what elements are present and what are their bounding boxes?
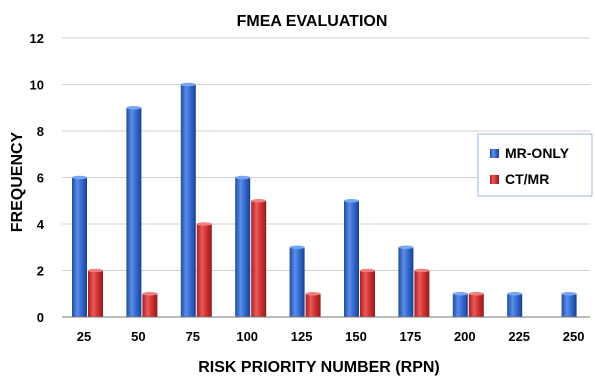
bar-mr-only-cap <box>126 105 142 110</box>
bar-mr-only <box>289 247 305 317</box>
bar-ct-mr-cap <box>468 291 484 296</box>
bar-mr-only-cap <box>561 291 577 296</box>
x-tick-label: 150 <box>345 329 367 344</box>
x-tick-label: 125 <box>291 329 313 344</box>
bar-mr-only <box>180 84 196 317</box>
bar-mr-only <box>561 293 577 317</box>
bar-ct-mr <box>305 293 321 317</box>
y-axis-label: FREQUENCY <box>9 131 26 232</box>
bar-ct-mr-cap <box>360 268 375 273</box>
bar-mr-only <box>344 200 359 317</box>
bar-mr-only-cap <box>398 245 414 250</box>
legend: MR-ONLY CT/MR <box>477 133 593 197</box>
bar-ct-mr-cap <box>88 268 103 273</box>
legend-swatch-ct-mr <box>490 175 499 184</box>
bar-ct-mr <box>251 200 267 317</box>
bar-mr-only <box>126 107 142 317</box>
x-tick-label: 250 <box>563 329 585 344</box>
x-tick-label: 100 <box>236 329 258 344</box>
bar-mr-only <box>452 293 468 317</box>
chart-title: FMEA EVALUATION <box>237 13 388 30</box>
y-tick-label: 0 <box>37 310 44 325</box>
y-tick-label: 2 <box>37 264 44 279</box>
bar-mr-only-cap <box>72 175 87 180</box>
bar-mr-only <box>235 177 251 317</box>
bar-mr-only-cap <box>344 198 359 203</box>
bar-ct-mr-cap <box>305 291 321 296</box>
y-tick-label: 12 <box>30 31 44 46</box>
bar-mr-only <box>507 293 523 317</box>
bar-mr-only <box>398 247 414 317</box>
bar-mr-only-cap <box>289 245 305 250</box>
y-tick-labels: 0 2 4 6 8 10 12 <box>30 31 45 325</box>
bar-mr-only-cap <box>180 82 196 87</box>
x-tick-label: 50 <box>131 329 145 344</box>
bar-ct-mr-cap <box>414 268 430 273</box>
gridlines <box>62 37 590 271</box>
bar-ct-mr-cap <box>142 291 158 296</box>
y-tick-label: 10 <box>30 78 44 93</box>
x-axis-label: RISK PRIORITY NUMBER (RPN) <box>198 359 440 376</box>
legend-label-ct-mr: CT/MR <box>505 171 549 187</box>
y-tick-label: 8 <box>37 124 44 139</box>
legend-swatch-mr-only <box>490 149 499 158</box>
legend-box <box>477 133 593 197</box>
x-tick-label: 200 <box>454 329 476 344</box>
x-tick-label: 25 <box>77 329 91 344</box>
bar-mr-only-cap <box>452 291 468 296</box>
x-tick-labels: 25 50 75 100 125 150 175 200 225 250 <box>77 329 585 344</box>
y-tick-label: 4 <box>37 217 45 232</box>
y-tick-label: 6 <box>37 171 44 186</box>
bar-mr-only-cap <box>507 291 523 296</box>
legend-label-mr-only: MR-ONLY <box>505 145 570 161</box>
bar-ct-mr <box>360 270 375 317</box>
bar-ct-mr-cap <box>196 222 212 226</box>
bar-mr-only-cap <box>235 175 251 180</box>
x-tick-label: 75 <box>186 329 200 344</box>
bar-ct-mr <box>196 224 212 317</box>
bar-ct-mr-cap <box>251 198 267 203</box>
bar-ct-mr <box>88 270 103 317</box>
bar-ct-mr <box>414 270 430 317</box>
bar-ct-mr <box>468 293 484 317</box>
x-tick-label: 175 <box>400 329 422 344</box>
bars <box>72 82 577 317</box>
x-tick-label: 225 <box>508 329 530 344</box>
bar-ct-mr <box>142 293 158 317</box>
bar-mr-only <box>72 177 87 317</box>
